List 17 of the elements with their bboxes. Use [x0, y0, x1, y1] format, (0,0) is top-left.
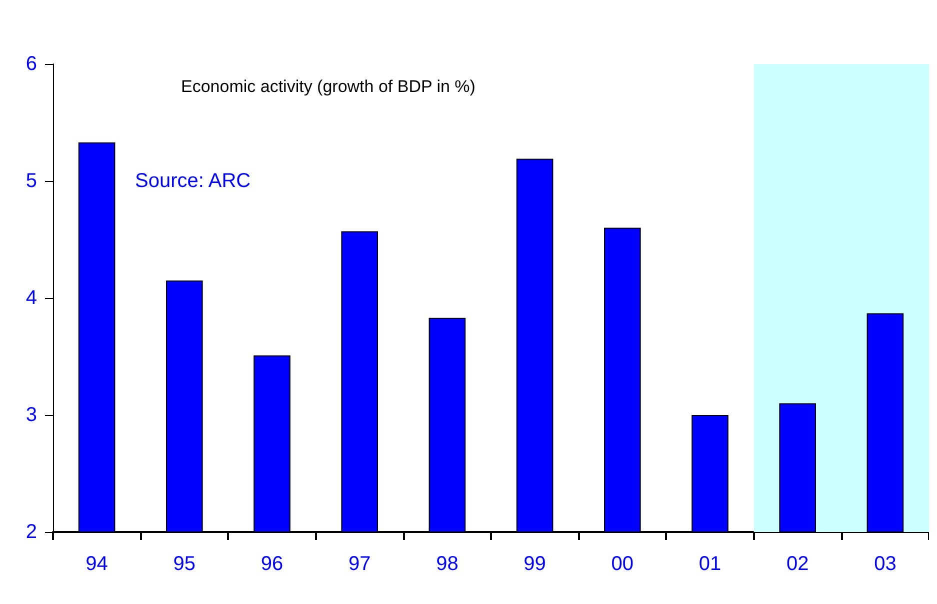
- x-tick-label: 96: [260, 553, 284, 575]
- x-tick-label: 98: [436, 553, 458, 575]
- x-tick-label: 95: [173, 553, 196, 575]
- x-tick-label: 03: [874, 553, 896, 575]
- y-tick-label: 2: [26, 521, 37, 543]
- x-tick-label: 00: [611, 553, 634, 575]
- y-tick-label: 5: [26, 170, 37, 192]
- x-tick-label: 99: [524, 553, 546, 575]
- text: Economic activity (growth of BDP in %): [181, 77, 476, 96]
- y-tick-label: 6: [26, 53, 37, 75]
- x-tick-label: 01: [698, 553, 722, 575]
- annotation: Source: ARC: [135, 170, 251, 192]
- x-tick-label: 97: [348, 553, 371, 575]
- x-tick-label: 94: [86, 553, 108, 575]
- y-tick-label: 4: [26, 287, 37, 309]
- y-tick-label: 3: [26, 404, 37, 426]
- x-tick-label: 02: [786, 553, 809, 575]
